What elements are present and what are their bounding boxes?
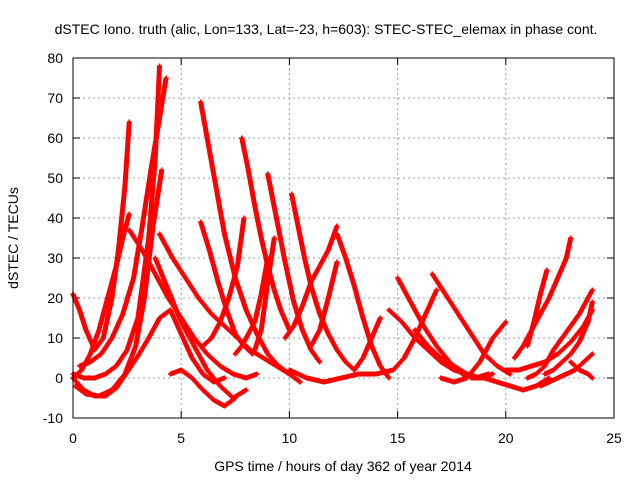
y-tick-label: 40 — [47, 210, 63, 226]
grid — [73, 58, 614, 418]
y-tick-label: 70 — [47, 90, 63, 106]
series-pass-ag — [524, 287, 595, 381]
x-tick-label: 25 — [606, 430, 622, 446]
series-markers — [334, 231, 392, 381]
series-markers — [252, 235, 277, 353]
series-markers — [429, 271, 513, 377]
series-pass-j — [167, 367, 238, 409]
x-tick-label: 5 — [177, 430, 185, 446]
x-axis: 0 5 10 15 20 25 — [69, 58, 622, 446]
series-pass-w — [351, 315, 383, 373]
series-pass-o — [232, 255, 271, 357]
series-pass-e — [77, 75, 169, 369]
x-tick-label: 10 — [282, 430, 298, 446]
series-pass-t — [308, 259, 340, 349]
y-axis-label: dSTEC / TECUs — [5, 187, 21, 289]
series-pass-ad — [468, 375, 552, 393]
series-markers — [568, 359, 595, 381]
series-markers — [167, 367, 238, 409]
y-tick-label: 60 — [47, 130, 63, 146]
x-tick-label: 15 — [390, 430, 406, 446]
series-pass-u — [286, 367, 396, 385]
plot-border — [72, 57, 615, 419]
series-markers — [77, 75, 169, 369]
series-pass-m — [200, 215, 247, 349]
series-markers — [351, 315, 383, 373]
series-markers — [200, 215, 247, 349]
series-pass-ab — [429, 271, 513, 377]
series-pass-q — [265, 171, 323, 365]
x-tick-label: 0 — [69, 430, 77, 446]
y-tick-label: 10 — [47, 330, 63, 346]
series-markers — [524, 287, 595, 381]
series-pass-s — [282, 223, 340, 341]
x-tick-label: 20 — [498, 430, 514, 446]
series-markers — [152, 255, 249, 401]
series-pass-p — [252, 235, 277, 353]
series-markers — [390, 287, 440, 373]
series-markers — [542, 299, 595, 377]
series-pass-aj — [568, 359, 595, 381]
series-markers — [265, 171, 323, 365]
chart-title: dSTEC Iono. truth (alic, Lon=133, Lat=-2… — [55, 21, 598, 37]
series-pass-ak — [524, 267, 550, 349]
series-markers — [289, 191, 357, 373]
series-pass-v — [334, 231, 392, 381]
series-markers — [232, 255, 271, 357]
series-markers — [286, 367, 396, 385]
series-pass-r — [289, 191, 357, 373]
y-tick-label: -10 — [43, 410, 63, 426]
series-markers — [468, 375, 552, 393]
series-markers — [438, 319, 509, 385]
series-markers — [282, 223, 340, 341]
series-pass-z — [390, 287, 440, 373]
x-axis-label: GPS time / hours of day 362 of year 2014 — [214, 458, 472, 474]
plot-area — [70, 63, 595, 409]
series-pass-ai — [542, 299, 595, 377]
y-tick-label: 30 — [47, 250, 63, 266]
series-markers — [308, 259, 340, 349]
y-tick-label: 0 — [55, 370, 63, 386]
series-markers — [524, 267, 550, 349]
y-tick-label: 20 — [47, 290, 63, 306]
y-tick-label: 80 — [47, 50, 63, 66]
series-pass-ac — [438, 319, 509, 385]
y-tick-label: 50 — [47, 170, 63, 186]
series-pass-i — [152, 255, 249, 401]
